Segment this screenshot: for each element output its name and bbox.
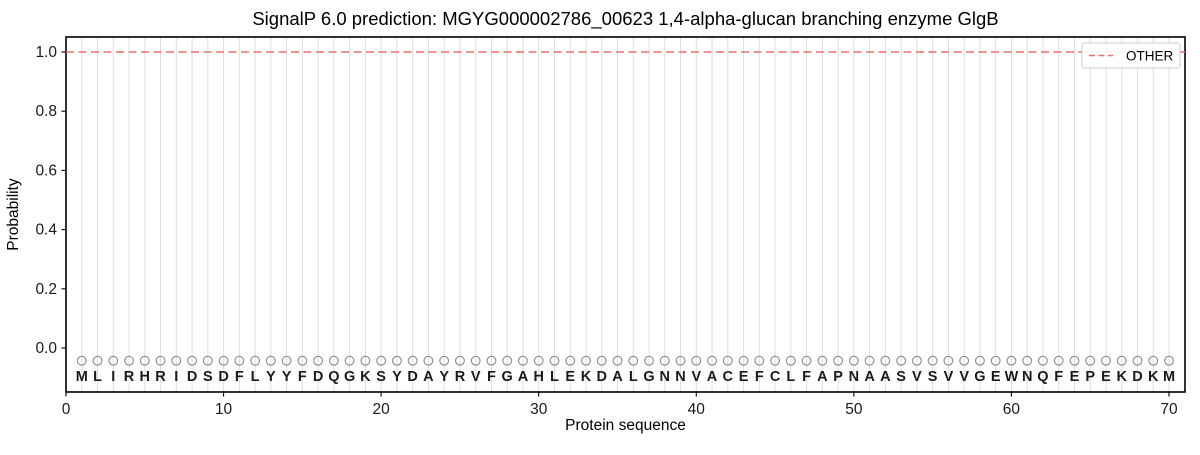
svg-text:R: R — [124, 369, 135, 385]
svg-text:A: A — [423, 369, 434, 385]
svg-text:L: L — [786, 369, 795, 385]
svg-text:R: R — [155, 369, 166, 385]
svg-text:L: L — [251, 369, 260, 385]
svg-text:E: E — [1101, 369, 1111, 385]
svg-text:F: F — [235, 369, 244, 385]
svg-text:Y: Y — [392, 369, 402, 385]
svg-text:K: K — [581, 369, 592, 385]
svg-text:H: H — [140, 369, 150, 385]
svg-text:P: P — [833, 369, 843, 385]
svg-text:OTHER: OTHER — [1126, 49, 1174, 64]
svg-text:G: G — [344, 369, 355, 385]
svg-text:G: G — [643, 369, 654, 385]
svg-text:P: P — [1085, 369, 1095, 385]
svg-text:Q: Q — [328, 369, 339, 385]
svg-text:0.4: 0.4 — [35, 222, 57, 239]
svg-text:V: V — [912, 369, 922, 385]
svg-text:A: A — [518, 369, 529, 385]
svg-text:N: N — [660, 369, 670, 385]
svg-text:V: V — [471, 369, 481, 385]
svg-text:60: 60 — [1003, 401, 1021, 418]
svg-text:H: H — [533, 369, 543, 385]
svg-text:L: L — [550, 369, 559, 385]
svg-text:G: G — [502, 369, 513, 385]
svg-text:G: G — [974, 369, 985, 385]
svg-text:V: V — [959, 369, 969, 385]
svg-text:D: D — [313, 369, 323, 385]
svg-text:V: V — [944, 369, 954, 385]
svg-text:20: 20 — [373, 401, 391, 418]
svg-text:0.2: 0.2 — [35, 281, 57, 298]
svg-text:E: E — [739, 369, 749, 385]
svg-text:Y: Y — [282, 369, 292, 385]
svg-text:E: E — [565, 369, 575, 385]
svg-text:30: 30 — [530, 401, 548, 418]
svg-text:D: D — [596, 369, 606, 385]
svg-text:S: S — [896, 369, 906, 385]
svg-text:M: M — [76, 369, 88, 385]
svg-text:D: D — [187, 369, 197, 385]
svg-text:C: C — [770, 369, 781, 385]
svg-text:N: N — [849, 369, 859, 385]
svg-text:A: A — [707, 369, 718, 385]
svg-text:0.0: 0.0 — [35, 340, 57, 357]
svg-text:70: 70 — [1160, 401, 1178, 418]
svg-text:10: 10 — [215, 401, 233, 418]
svg-text:A: A — [612, 369, 623, 385]
svg-text:E: E — [991, 369, 1001, 385]
svg-text:L: L — [629, 369, 638, 385]
svg-text:50: 50 — [845, 401, 863, 418]
svg-text:S: S — [203, 369, 213, 385]
svg-text:M: M — [1163, 369, 1175, 385]
svg-text:Protein sequence: Protein sequence — [565, 417, 686, 434]
svg-text:E: E — [1070, 369, 1080, 385]
svg-text:C: C — [723, 369, 734, 385]
svg-text:F: F — [298, 369, 307, 385]
svg-text:Q: Q — [1037, 369, 1048, 385]
svg-text:K: K — [1148, 369, 1159, 385]
svg-text:R: R — [455, 369, 466, 385]
svg-text:K: K — [1116, 369, 1127, 385]
svg-text:A: A — [880, 369, 891, 385]
svg-text:40: 40 — [688, 401, 706, 418]
svg-text:V: V — [691, 369, 701, 385]
svg-text:A: A — [864, 369, 875, 385]
svg-text:D: D — [218, 369, 228, 385]
svg-text:W: W — [1005, 369, 1019, 385]
svg-text:0: 0 — [62, 401, 71, 418]
svg-text:0.8: 0.8 — [35, 103, 57, 120]
svg-text:SignalP 6.0 prediction: MGYG00: SignalP 6.0 prediction: MGYG000002786_00… — [252, 8, 998, 30]
svg-text:1.0: 1.0 — [35, 44, 57, 61]
svg-text:F: F — [755, 369, 764, 385]
svg-text:Probability: Probability — [5, 178, 22, 251]
svg-text:S: S — [376, 369, 386, 385]
svg-text:L: L — [93, 369, 102, 385]
svg-text:F: F — [1054, 369, 1063, 385]
svg-text:Y: Y — [439, 369, 449, 385]
svg-text:Y: Y — [266, 369, 276, 385]
svg-text:N: N — [1022, 369, 1032, 385]
svg-text:S: S — [928, 369, 938, 385]
svg-text:A: A — [817, 369, 828, 385]
svg-text:D: D — [1132, 369, 1142, 385]
svg-text:K: K — [360, 369, 371, 385]
svg-text:F: F — [802, 369, 811, 385]
svg-text:I: I — [111, 369, 115, 385]
svg-text:N: N — [675, 369, 685, 385]
svg-text:F: F — [487, 369, 496, 385]
svg-text:I: I — [174, 369, 178, 385]
svg-text:D: D — [407, 369, 417, 385]
svg-text:0.6: 0.6 — [35, 162, 57, 179]
